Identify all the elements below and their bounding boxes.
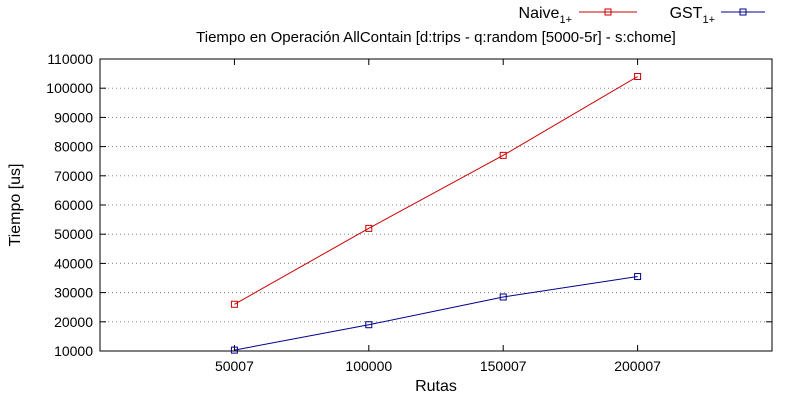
legend: Naive1+ GST1+ — [519, 5, 765, 26]
legend-gst-name: GST — [670, 5, 703, 22]
y-axis-title: Tiempo [us] — [7, 164, 24, 247]
y-tick-label-80000: 80000 — [54, 139, 93, 155]
y-tick-label-110000: 110000 — [47, 51, 93, 67]
data-point-naive-200007 — [634, 73, 642, 81]
x-tick-label-50007: 50007 — [215, 358, 254, 374]
y-tick-label-70000: 70000 — [54, 168, 93, 184]
legend-naive-name: Naive — [519, 5, 560, 22]
y-tick-label-60000: 60000 — [54, 197, 93, 213]
data-point-gst-50007 — [230, 346, 238, 354]
legend-naive-marker — [604, 8, 612, 16]
legend-item-naive: Naive1+ — [519, 5, 637, 26]
legend-label-naive: Naive1+ — [519, 5, 572, 26]
legend-naive-subscript: 1+ — [559, 14, 572, 26]
data-point-gst-200007 — [634, 273, 642, 281]
chart-title: Tiempo en Operación AllContain [d:trips … — [196, 29, 676, 46]
y-tick-label-100000: 100000 — [46, 80, 93, 96]
series-layer — [230, 73, 642, 354]
x-axis: 50007 100000 150007 200007 — [215, 59, 661, 374]
data-point-naive-50007 — [230, 300, 238, 308]
y-tick-label-30000: 30000 — [54, 285, 93, 301]
data-point-naive-150007 — [499, 151, 507, 159]
x-tick-label-100000: 100000 — [345, 358, 392, 374]
legend-gst-subscript: 1+ — [702, 14, 715, 26]
y-tick-label-20000: 20000 — [54, 314, 93, 330]
legend-item-gst: GST1+ — [670, 5, 765, 26]
y-tick-label-10000: 10000 — [54, 343, 93, 359]
y-axis: 10000 20000 30000 40000 50000 60000 70000 80000… — [46, 51, 772, 359]
y-tick-label-50000: 50000 — [54, 226, 93, 242]
legend-gst-marker — [739, 8, 747, 16]
grid-lines — [100, 87, 772, 323]
data-point-naive-100000 — [365, 224, 373, 232]
legend-label-gst: GST1+ — [670, 5, 715, 26]
x-tick-label-200007: 200007 — [614, 358, 661, 374]
data-point-gst-100000 — [365, 321, 373, 329]
x-axis-title: Rutas — [415, 378, 457, 395]
series-line-gst — [234, 276, 638, 351]
series-line-naive — [234, 76, 638, 305]
data-point-gst-150007 — [499, 293, 507, 301]
y-tick-label-40000: 40000 — [54, 255, 93, 271]
y-tick-label-90000: 90000 — [54, 109, 93, 125]
x-tick-label-150007: 150007 — [480, 358, 527, 374]
